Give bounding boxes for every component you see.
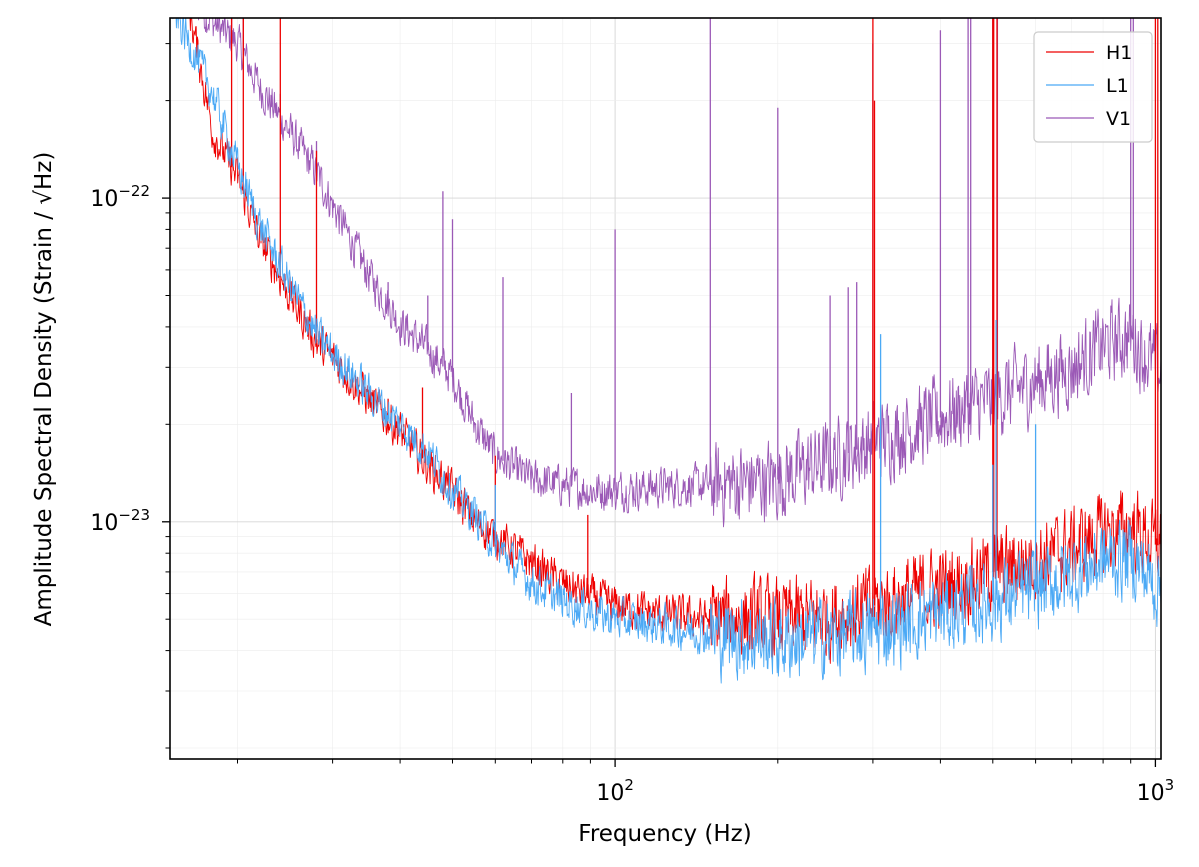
x-tick-label: 102 [596, 776, 634, 806]
legend: H1 L1 V1 [1033, 31, 1153, 143]
legend-label-V1: V1 [1106, 108, 1131, 130]
ticks [162, 43, 1157, 767]
legend-box [1033, 31, 1153, 143]
y-tick-label: 10−22 [90, 182, 150, 212]
legend-label-L1: L1 [1106, 75, 1129, 97]
x-axis-label: Frequency (Hz) [578, 821, 751, 847]
y-tick-label: 10−23 [90, 506, 150, 536]
plot-frame [169, 17, 1162, 760]
legend-label-H1: H1 [1106, 42, 1132, 64]
series-group [172, 18, 1161, 684]
x-tick-label: 103 [1137, 776, 1175, 806]
y-axis-label: Amplitude Spectral Density (Strain / √Hz… [31, 152, 57, 627]
tick-labels: 102 103 10−23 10−22 [90, 182, 1174, 806]
